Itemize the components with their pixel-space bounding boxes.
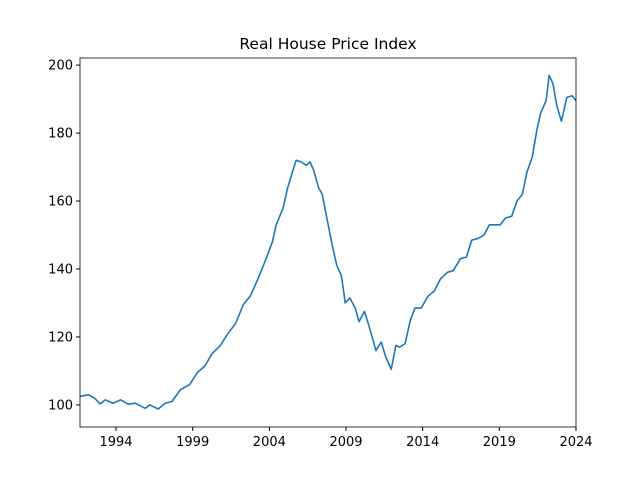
x-tick-label: 1994	[99, 435, 132, 450]
x-tick-label: 1999	[176, 435, 209, 450]
y-tick-label: 100	[48, 398, 73, 413]
y-tick-label: 160	[48, 195, 73, 210]
y-tick-label: 120	[48, 330, 73, 345]
x-tick-label: 2024	[559, 435, 592, 450]
y-tick-label: 180	[48, 127, 73, 142]
plot-frame	[79, 57, 577, 428]
x-tick-label: 2009	[329, 435, 362, 450]
x-tick-label: 2019	[483, 435, 516, 450]
x-tick-label: 2014	[406, 435, 439, 450]
y-tick-label: 140	[48, 263, 73, 278]
chart-title: Real House Price Index	[239, 35, 416, 53]
line	[79, 74, 577, 410]
y-tick-label: 200	[48, 59, 73, 74]
x-tick-label: 2004	[253, 435, 286, 450]
